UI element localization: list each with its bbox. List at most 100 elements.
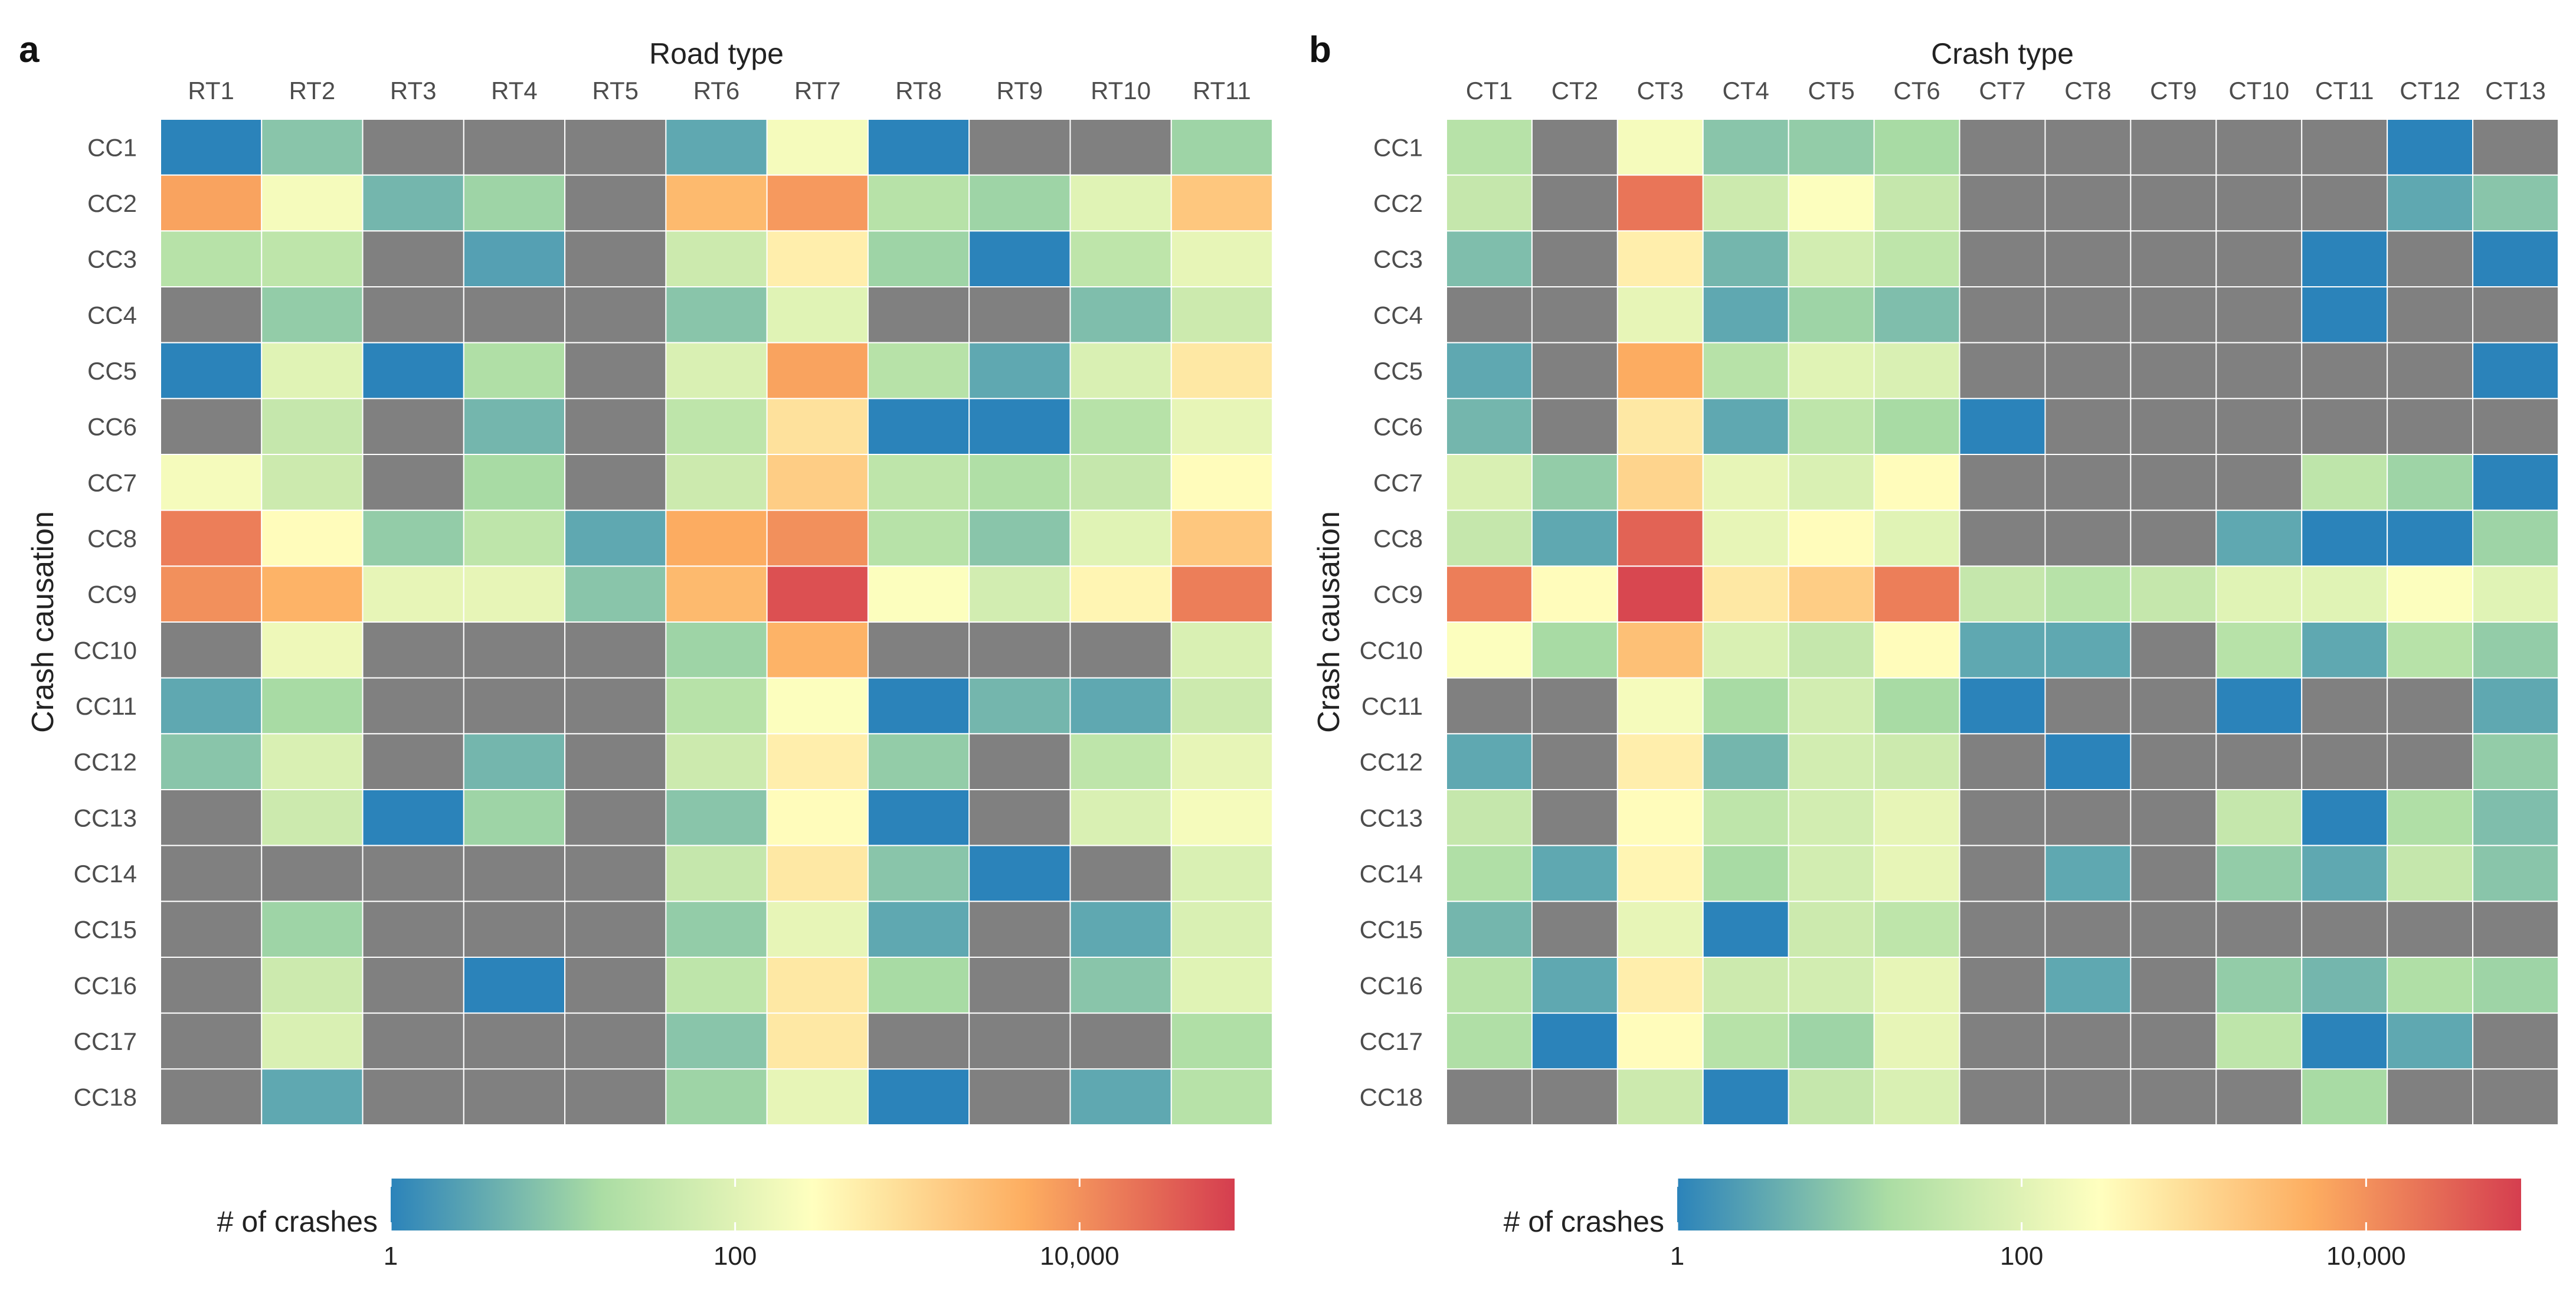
y-tick-label: CC15 bbox=[1360, 916, 1423, 944]
heatmap-cell-CC2-RT5 bbox=[564, 174, 667, 232]
heatmap-cell-CC4-CT12 bbox=[2387, 286, 2474, 343]
heatmap-cell-CC11-CT11 bbox=[2301, 677, 2388, 735]
heatmap-cell-CC2-RT10 bbox=[1069, 174, 1172, 232]
heatmap-cell-CC14-RT10 bbox=[1069, 845, 1172, 902]
heatmap-cell-CC9-CT6 bbox=[1873, 565, 1960, 623]
heatmap-cell-CC8-RT7 bbox=[766, 509, 869, 567]
heatmap-cell-CC5-CT5 bbox=[1788, 342, 1875, 400]
heatmap-cell-CC7-CT6 bbox=[1873, 454, 1960, 511]
heatmap-cell-CC8-CT4 bbox=[1702, 509, 1789, 567]
heatmap-cell-CC7-RT6 bbox=[665, 454, 768, 511]
heatmap-cell-CC3-RT5 bbox=[564, 230, 667, 288]
heatmap-cell-CC6-RT10 bbox=[1069, 398, 1172, 455]
heatmap-cell-CC6-RT5 bbox=[564, 398, 667, 455]
heatmap-cell-CC10-CT1 bbox=[1446, 621, 1533, 679]
heatmap-cell-CC16-CT3 bbox=[1616, 957, 1704, 1014]
colorbar-tick-label: 10,000 bbox=[1040, 1242, 1120, 1271]
heatmap-cell-CC3-RT9 bbox=[968, 230, 1071, 288]
heatmap-cell-CC8-RT8 bbox=[867, 509, 970, 567]
heatmap-cell-CC11-RT2 bbox=[261, 677, 364, 735]
heatmap-cell-CC11-CT4 bbox=[1702, 677, 1789, 735]
heatmap-cell-CC14-CT3 bbox=[1616, 845, 1704, 902]
heatmap-cell-CC6-RT7 bbox=[766, 398, 869, 455]
heatmap-cell-CC5-CT12 bbox=[2387, 342, 2474, 400]
heatmap-cell-CC18-RT2 bbox=[261, 1068, 364, 1126]
heatmap-cell-CC12-CT4 bbox=[1702, 733, 1789, 791]
y-tick-label: CC3 bbox=[87, 246, 137, 273]
heatmap-cell-CC8-RT3 bbox=[362, 509, 464, 567]
heatmap-cell-CC14-RT4 bbox=[463, 845, 566, 902]
heatmap-cell-CC7-RT8 bbox=[867, 454, 970, 511]
heatmap-cell-CC10-CT12 bbox=[2387, 621, 2474, 679]
heatmap-cell-CC4-CT10 bbox=[2215, 286, 2303, 343]
heatmap-cell-CC14-CT7 bbox=[1959, 845, 2046, 902]
heatmap-cell-CC3-CT9 bbox=[2130, 230, 2217, 288]
heatmap-cell-CC13-CT2 bbox=[1531, 789, 1618, 846]
x-tick-label: CT3 bbox=[1637, 77, 1684, 104]
heatmap-cell-CC9-RT11 bbox=[1170, 565, 1274, 623]
heatmap-cell-CC16-CT4 bbox=[1702, 957, 1789, 1014]
heatmap-cell-CC2-CT8 bbox=[2044, 174, 2132, 232]
heatmap-cell-CC17-CT5 bbox=[1788, 1012, 1875, 1070]
heatmap-cell-CC12-RT3 bbox=[362, 733, 464, 791]
colorbar-gradient bbox=[1677, 1179, 2521, 1230]
heatmap-cell-CC15-CT3 bbox=[1616, 901, 1704, 958]
heatmap-cell-CC17-CT13 bbox=[2472, 1012, 2559, 1070]
heatmap-cell-CC5-RT9 bbox=[968, 342, 1071, 400]
heatmap-cell-CC11-CT10 bbox=[2215, 677, 2303, 735]
heatmap-cell-CC3-CT6 bbox=[1873, 230, 1960, 288]
heatmap-cell-CC9-CT1 bbox=[1446, 565, 1533, 623]
heatmap-cell-CC18-RT3 bbox=[362, 1068, 464, 1126]
heatmap-cell-CC4-RT1 bbox=[160, 286, 263, 343]
heatmap-cell-CC1-CT10 bbox=[2215, 119, 2303, 176]
heatmap-cell-CC6-RT8 bbox=[867, 398, 970, 455]
heatmap-cell-CC6-RT3 bbox=[362, 398, 464, 455]
heatmap-cell-CC15-CT1 bbox=[1446, 901, 1533, 958]
heatmap-cell-CC14-CT6 bbox=[1873, 845, 1960, 902]
heatmap-cell-CC6-CT8 bbox=[2044, 398, 2132, 455]
heatmap-cell-CC1-CT5 bbox=[1788, 119, 1875, 176]
heatmap-cell-CC2-CT13 bbox=[2472, 174, 2559, 232]
heatmap-cell-CC11-RT6 bbox=[665, 677, 768, 735]
heatmap-cell-CC12-CT7 bbox=[1959, 733, 2046, 791]
heatmap-cell-CC3-CT1 bbox=[1446, 230, 1533, 288]
y-axis-title: Crash causation bbox=[26, 511, 60, 733]
heatmap-cell-CC4-CT5 bbox=[1788, 286, 1875, 343]
heatmap-cell-CC1-CT8 bbox=[2044, 119, 2132, 176]
heatmap-cell-CC10-CT2 bbox=[1531, 621, 1618, 679]
colorbar-tick-label: 10,000 bbox=[2326, 1242, 2406, 1271]
heatmap-cell-CC16-RT10 bbox=[1069, 957, 1172, 1014]
heatmap-cell-CC12-RT5 bbox=[564, 733, 667, 791]
heatmap-cell-CC4-RT11 bbox=[1170, 286, 1274, 343]
heatmap-cell-CC14-RT7 bbox=[766, 845, 869, 902]
heatmap-cell-CC7-RT11 bbox=[1170, 454, 1274, 511]
y-tick-label: CC1 bbox=[1373, 133, 1423, 161]
heatmap-cell-CC16-RT1 bbox=[160, 957, 263, 1014]
heatmap-cell-CC2-CT6 bbox=[1873, 174, 1960, 232]
heatmap-cell-CC18-RT4 bbox=[463, 1068, 566, 1126]
heatmap-cell-CC6-CT13 bbox=[2472, 398, 2559, 455]
x-tick-label: RT5 bbox=[592, 77, 639, 104]
heatmap-cell-CC16-CT12 bbox=[2387, 957, 2474, 1014]
y-tick-label: CC9 bbox=[87, 581, 137, 608]
heatmap-cell-CC7-RT9 bbox=[968, 454, 1071, 511]
x-tick-label: CT2 bbox=[1552, 77, 1598, 104]
y-tick-label: CC6 bbox=[1373, 413, 1423, 441]
heatmap-cell-CC16-RT8 bbox=[867, 957, 970, 1014]
heatmap-cell-CC1-RT9 bbox=[968, 119, 1071, 176]
heatmap-cell-CC11-CT1 bbox=[1446, 677, 1533, 735]
heatmap-cell-CC18-RT1 bbox=[160, 1068, 263, 1126]
heatmap-cell-CC8-RT10 bbox=[1069, 509, 1172, 567]
heatmap-cell-CC11-CT9 bbox=[2130, 677, 2217, 735]
heatmap-cell-CC8-CT11 bbox=[2301, 509, 2388, 567]
heatmap-cell-CC2-RT3 bbox=[362, 174, 464, 232]
heatmap-cell-CC17-CT3 bbox=[1616, 1012, 1704, 1070]
x-tick-label: RT8 bbox=[895, 77, 942, 104]
heatmap-cell-CC11-CT5 bbox=[1788, 677, 1875, 735]
heatmap-cell-CC14-CT8 bbox=[2044, 845, 2132, 902]
heatmap-cell-CC18-RT8 bbox=[867, 1068, 970, 1126]
heatmap-cell-CC13-RT1 bbox=[160, 789, 263, 846]
heatmap-cell-CC3-RT3 bbox=[362, 230, 464, 288]
heatmap-cell-CC14-CT1 bbox=[1446, 845, 1533, 902]
heatmap-cell-CC14-RT6 bbox=[665, 845, 768, 902]
